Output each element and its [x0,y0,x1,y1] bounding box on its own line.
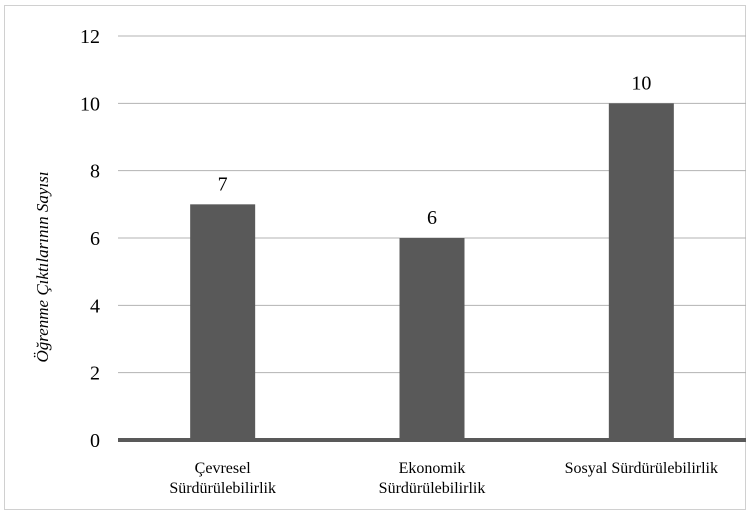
y-tick-label: 0 [90,430,100,452]
bars [190,103,674,440]
data-label-2: 6 [427,207,437,229]
bar-3 [608,103,674,440]
data-label-1: 7 [218,173,228,195]
x-category-label: Sosyal Sürdürülebilirlik [565,460,718,477]
bar-1 [190,204,256,440]
y-tick-label: 6 [90,228,100,250]
y-axis-ticks: 0 2 4 6 8 10 12 [80,26,100,452]
y-tick-label: 2 [90,363,100,385]
data-labels: 7 6 10 [218,72,652,229]
y-tick-label: 4 [90,295,100,317]
x-category-label: Ekonomik [399,460,466,477]
x-category-label: Sürdürülebilirlik [169,480,276,497]
y-axis-title: Öğrenme Çıktılarının Sayısı [33,171,52,362]
bar-2 [399,238,465,440]
y-tick-label: 8 [90,161,100,183]
x-axis-categories: Çevresel Sürdürülebilirlik Ekonomik Sürdürü… [169,460,718,497]
y-tick-label: 12 [80,26,100,48]
data-label-3: 10 [631,72,651,94]
x-category-label: Sürdürülebilirlik [379,480,486,497]
y-tick-label: 10 [80,93,100,115]
x-category-label: Çevresel [195,460,252,477]
